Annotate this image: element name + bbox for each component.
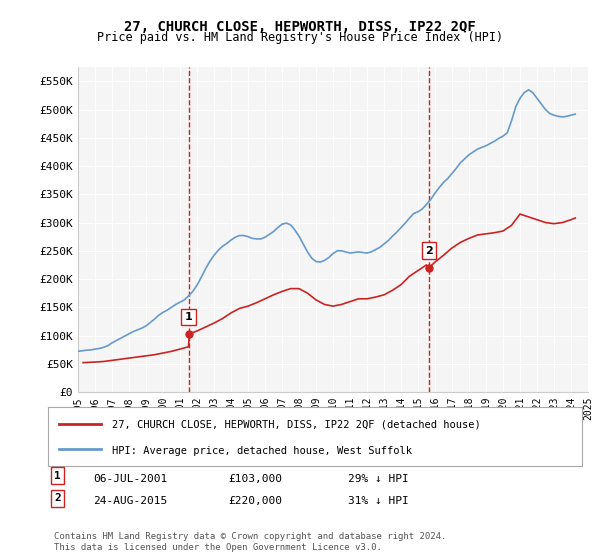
Text: 06-JUL-2001: 06-JUL-2001: [93, 474, 167, 484]
Text: £220,000: £220,000: [228, 496, 282, 506]
Text: 1: 1: [54, 471, 61, 481]
Text: 24-AUG-2015: 24-AUG-2015: [93, 496, 167, 506]
Text: 2: 2: [54, 493, 61, 503]
Text: HPI: Average price, detached house, West Suffolk: HPI: Average price, detached house, West…: [112, 446, 412, 456]
Text: 29% ↓ HPI: 29% ↓ HPI: [348, 474, 409, 484]
Text: Price paid vs. HM Land Registry's House Price Index (HPI): Price paid vs. HM Land Registry's House …: [97, 31, 503, 44]
Text: 27, CHURCH CLOSE, HEPWORTH, DISS, IP22 2QF: 27, CHURCH CLOSE, HEPWORTH, DISS, IP22 2…: [124, 20, 476, 34]
Text: 1: 1: [185, 312, 193, 322]
Text: Contains HM Land Registry data © Crown copyright and database right 2024.
This d: Contains HM Land Registry data © Crown c…: [54, 532, 446, 552]
Text: £103,000: £103,000: [228, 474, 282, 484]
Text: 31% ↓ HPI: 31% ↓ HPI: [348, 496, 409, 506]
Text: 27, CHURCH CLOSE, HEPWORTH, DISS, IP22 2QF (detached house): 27, CHURCH CLOSE, HEPWORTH, DISS, IP22 2…: [112, 420, 481, 430]
Text: 2: 2: [425, 246, 433, 256]
